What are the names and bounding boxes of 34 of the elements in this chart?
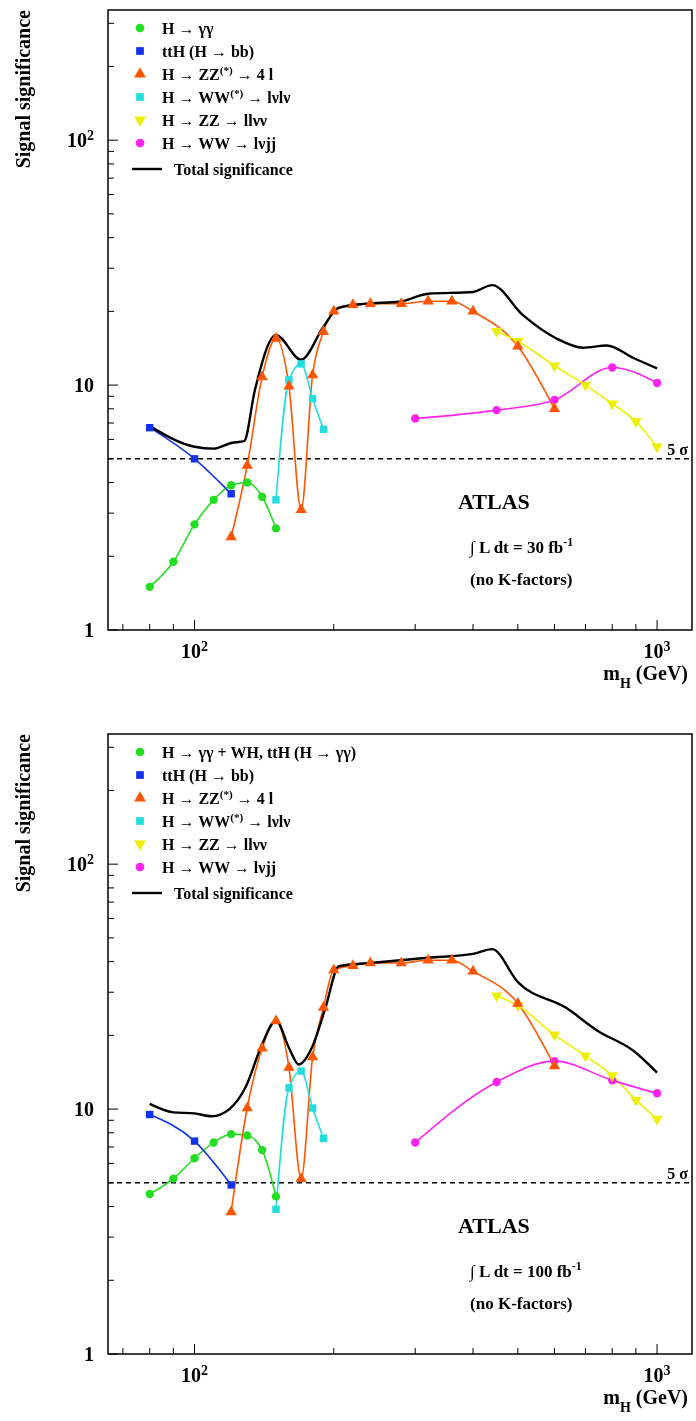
legend-label: Total significance: [174, 885, 293, 903]
annotation: ATLAS: [458, 489, 530, 515]
annotation: (no K-factors): [470, 1294, 573, 1314]
annotation: ∫ L dt = 30 fb$^{-1}$: [469, 535, 574, 559]
y-axis-title: Signal significance: [12, 9, 35, 169]
ref-line-label: 5 σ: [667, 440, 689, 458]
legend-label: H → γγ: [162, 20, 214, 38]
legend-label: H → WW → lνjj: [162, 859, 277, 877]
x-axis-title: m$_{H}$ (GeV): [603, 662, 688, 691]
legend-label: H → ZZ$^{(*)}$ → 4 l: [162, 64, 274, 83]
legend-label: ttH (H → bb): [162, 767, 254, 785]
y-axis-title: Signal significance: [12, 733, 35, 893]
legend-label: H → WW$^{(*)}$ → lνlν: [162, 811, 291, 830]
legend-label: ttH (H → bb): [162, 43, 254, 61]
y-tick-label: 10$^{2}$: [67, 127, 94, 152]
x-tick-label: 10$^{3}$: [643, 1362, 671, 1386]
legend-label: H → WW → lνjj: [162, 135, 277, 153]
x-axis-title: m$_{H}$ (GeV): [603, 1386, 688, 1415]
ref-line-label: 5 σ: [667, 1164, 689, 1182]
legend-label: H → ZZ → llνν: [162, 836, 267, 853]
annotation: ATLAS: [458, 1213, 530, 1239]
y-tick-label: 10: [74, 1098, 94, 1121]
annotation: (no K-factors): [470, 570, 573, 590]
legend-label: H → γγ + WH, ttH (H → γγ): [162, 744, 357, 762]
legend-label: H → WW$^{(*)}$ → lνlν: [162, 87, 291, 106]
y-tick-label: 10$^{2}$: [67, 851, 94, 876]
y-tick-label: 1: [84, 619, 94, 641]
y-tick-label: 1: [84, 1343, 94, 1365]
legend-label: H → ZZ$^{(*)}$ → 4 l: [162, 788, 274, 807]
annotation: ∫ L dt = 100 fb$^{-1}$: [469, 1259, 582, 1283]
legend-label: H → ZZ → llνν: [162, 112, 267, 129]
y-tick-label: 10: [74, 374, 94, 397]
legend-label: Total significance: [174, 161, 293, 179]
x-tick-label: 10$^{3}$: [643, 638, 671, 662]
